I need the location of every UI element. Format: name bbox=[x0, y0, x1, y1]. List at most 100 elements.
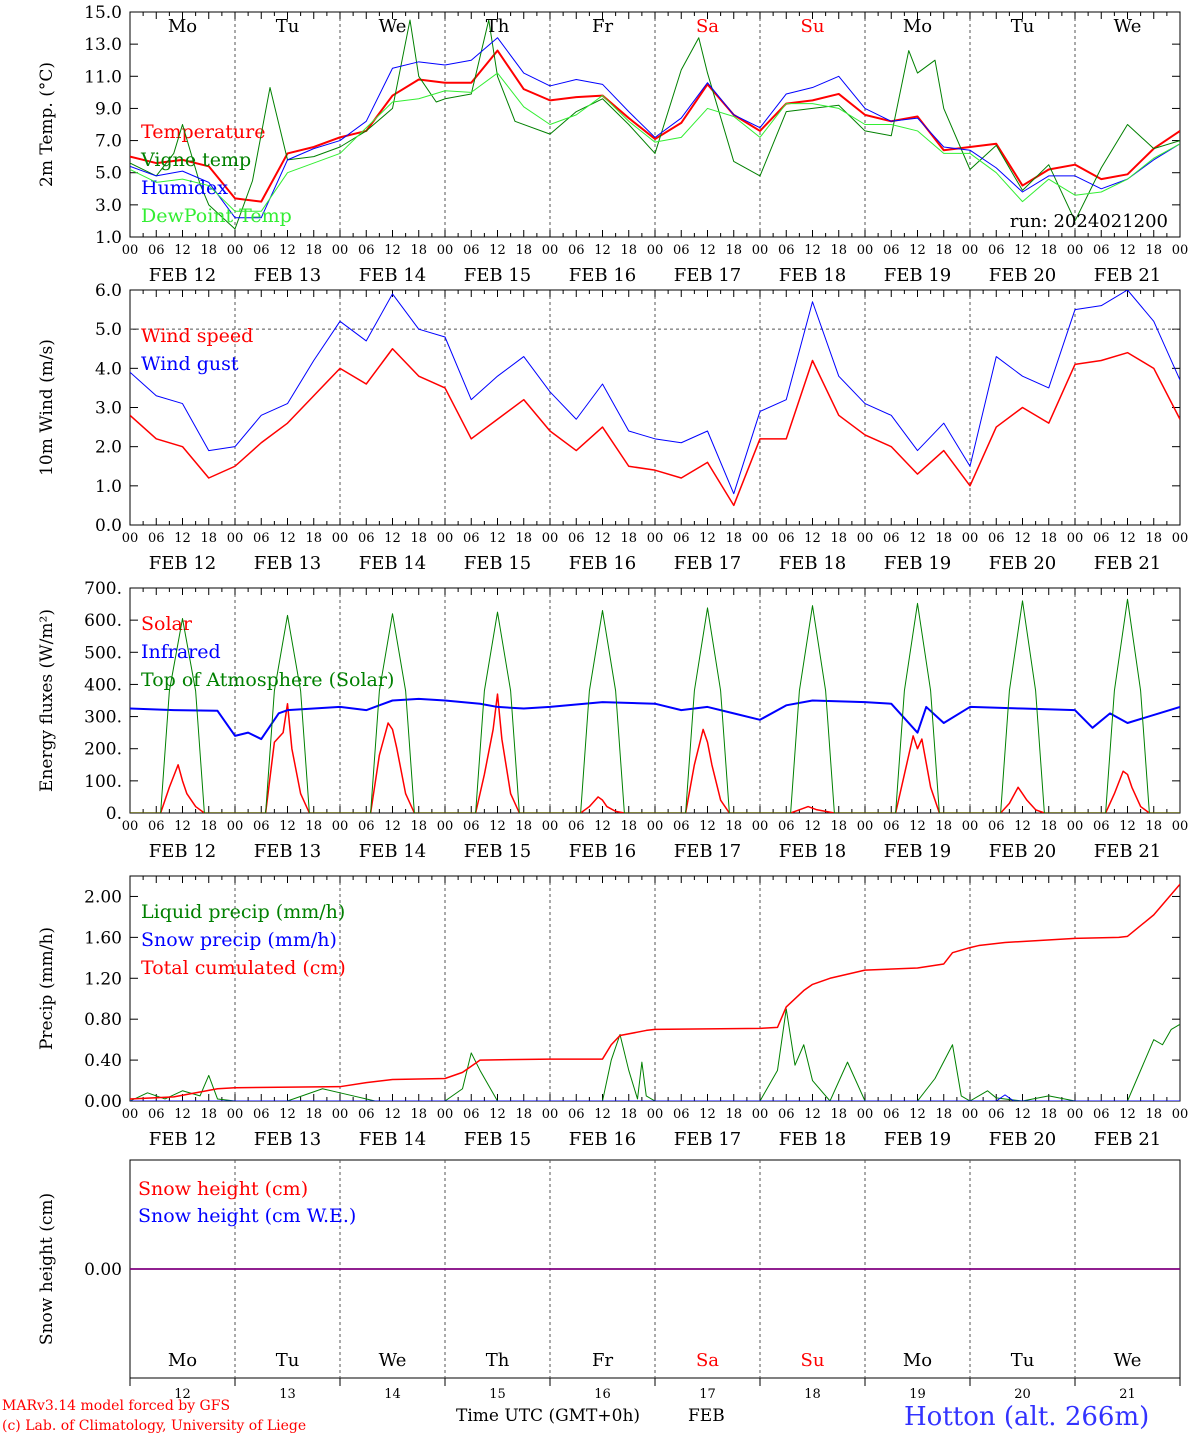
y-tick-label: 11.0 bbox=[84, 67, 122, 87]
date-label: FEB 16 bbox=[569, 553, 636, 574]
hour-tick-label: 00 bbox=[857, 531, 874, 546]
hour-tick-label: 00 bbox=[962, 1107, 979, 1122]
date-label: FEB 13 bbox=[254, 841, 321, 862]
day-number-label: 21 bbox=[1119, 1387, 1136, 1402]
hour-tick-label: 06 bbox=[988, 531, 1005, 546]
day-of-week-label: Th bbox=[486, 1350, 510, 1371]
y-tick-label: 500. bbox=[84, 643, 122, 663]
legend-entry: Humidex bbox=[141, 177, 228, 199]
hour-tick-label: 12 bbox=[1014, 531, 1031, 546]
date-label: FEB 12 bbox=[149, 841, 216, 862]
hour-tick-label: 06 bbox=[463, 1107, 480, 1122]
legend-entry: Snow height (cm) bbox=[138, 1178, 308, 1200]
hour-tick-label: 12 bbox=[489, 531, 506, 546]
hour-tick-label: 00 bbox=[1172, 819, 1189, 834]
y-tick-label: 100. bbox=[84, 772, 122, 792]
hour-tick-label: 00 bbox=[647, 531, 664, 546]
hour-tick-label: 06 bbox=[673, 531, 690, 546]
y-tick-label: 7.0 bbox=[95, 132, 122, 152]
hour-tick-label: 12 bbox=[804, 243, 821, 258]
hour-tick-label: 18 bbox=[830, 531, 847, 546]
date-label: FEB 17 bbox=[674, 841, 741, 862]
hour-tick-label: 12 bbox=[1014, 243, 1031, 258]
hour-tick-label: 18 bbox=[1040, 531, 1057, 546]
day-of-week-label: Mo bbox=[903, 16, 932, 37]
day-of-week-label: Tu bbox=[276, 1350, 300, 1371]
hour-tick-label: 06 bbox=[778, 243, 795, 258]
hour-tick-label: 18 bbox=[410, 243, 427, 258]
y-tick-label: 2.00 bbox=[84, 887, 122, 907]
date-label: FEB 20 bbox=[989, 553, 1056, 574]
y-tick-label: 13.0 bbox=[84, 35, 122, 55]
y-tick-label: 4.0 bbox=[95, 359, 122, 379]
date-label: FEB 15 bbox=[464, 1129, 531, 1150]
hour-tick-label: 00 bbox=[1172, 1107, 1189, 1122]
panel-3: 0. 100. 200. 300. 400. 500. 600. 700. Energy flu… bbox=[37, 579, 1188, 862]
y-tick-label: 0.0 bbox=[95, 516, 122, 536]
hour-tick-label: 18 bbox=[410, 1107, 427, 1122]
panel-5: 0.00 Snow height (cm) Snow height (cm) Snow… bbox=[37, 1159, 1181, 1402]
hour-tick-label: 18 bbox=[410, 531, 427, 546]
y-axis-label: Snow height (cm) bbox=[37, 1193, 57, 1345]
hour-tick-label: 12 bbox=[1119, 1107, 1136, 1122]
day-of-week-label: Fr bbox=[592, 16, 613, 37]
hour-tick-label: 06 bbox=[673, 1107, 690, 1122]
date-label: FEB 15 bbox=[464, 553, 531, 574]
date-label: FEB 19 bbox=[884, 265, 951, 286]
hour-tick-label: 00 bbox=[857, 1107, 874, 1122]
day-of-week-label: Tu bbox=[1011, 16, 1035, 37]
hour-tick-label: 06 bbox=[253, 243, 270, 258]
day-number-label: 17 bbox=[699, 1387, 716, 1402]
hour-tick-label: 12 bbox=[384, 1107, 401, 1122]
hour-tick-label: 00 bbox=[437, 243, 454, 258]
hour-tick-label: 18 bbox=[725, 819, 742, 834]
hour-tick-label: 06 bbox=[463, 819, 480, 834]
hour-tick-label: 00 bbox=[437, 1107, 454, 1122]
date-label: FEB 16 bbox=[569, 265, 636, 286]
hour-tick-label: 18 bbox=[1040, 1107, 1057, 1122]
hour-tick-label: 00 bbox=[752, 1107, 769, 1122]
y-tick-label: 1.0 bbox=[95, 477, 122, 497]
hour-tick-label: 06 bbox=[1093, 531, 1110, 546]
hour-tick-label: 06 bbox=[883, 819, 900, 834]
hour-tick-label: 18 bbox=[935, 819, 952, 834]
y-tick-label: 15.0 bbox=[84, 3, 122, 23]
hour-tick-label: 00 bbox=[332, 819, 349, 834]
date-label: FEB 12 bbox=[149, 553, 216, 574]
hour-tick-label: 18 bbox=[725, 243, 742, 258]
hour-tick-label: 12 bbox=[174, 243, 191, 258]
hour-tick-label: 18 bbox=[620, 819, 637, 834]
hour-tick-label: 18 bbox=[515, 1107, 532, 1122]
day-of-week-label: Tu bbox=[276, 16, 300, 37]
hour-tick-label: 06 bbox=[778, 1107, 795, 1122]
hour-tick-label: 12 bbox=[699, 243, 716, 258]
y-axis-label: Precip (mm/h) bbox=[37, 927, 57, 1050]
hour-tick-label: 06 bbox=[673, 819, 690, 834]
panel-1: 1.0 3.0 5.0 7.0 9.0 11.0 13.0 15.0 2m Temp. (°C)… bbox=[37, 3, 1188, 286]
date-label: FEB 14 bbox=[359, 553, 426, 574]
legend-entry: Wind gust bbox=[141, 353, 239, 375]
hour-tick-label: 18 bbox=[1145, 819, 1162, 834]
y-tick-label: 5.0 bbox=[95, 164, 122, 184]
series-line-2 bbox=[130, 290, 1180, 495]
hour-tick-label: 18 bbox=[1040, 243, 1057, 258]
legend-entry: Temperature bbox=[141, 121, 265, 143]
hour-tick-label: 00 bbox=[647, 819, 664, 834]
date-label: FEB 12 bbox=[149, 1129, 216, 1150]
legend-entry: Liquid precip (mm/h) bbox=[141, 901, 345, 923]
hour-tick-label: 00 bbox=[227, 819, 244, 834]
hour-tick-label: 18 bbox=[1145, 531, 1162, 546]
date-label: FEB 13 bbox=[254, 553, 321, 574]
hour-tick-label: 06 bbox=[358, 531, 375, 546]
hour-tick-label: 00 bbox=[227, 531, 244, 546]
y-tick-label: 0.00 bbox=[84, 1260, 122, 1280]
date-label: FEB 16 bbox=[569, 1129, 636, 1150]
hour-tick-label: 18 bbox=[620, 531, 637, 546]
series-line-3 bbox=[130, 598, 1180, 813]
hour-tick-label: 00 bbox=[752, 531, 769, 546]
y-tick-label: 400. bbox=[84, 675, 122, 695]
series-line-3 bbox=[130, 37, 1180, 219]
y-tick-label: 6.0 bbox=[95, 281, 122, 301]
hour-tick-label: 06 bbox=[148, 1107, 165, 1122]
hour-tick-label: 00 bbox=[857, 819, 874, 834]
